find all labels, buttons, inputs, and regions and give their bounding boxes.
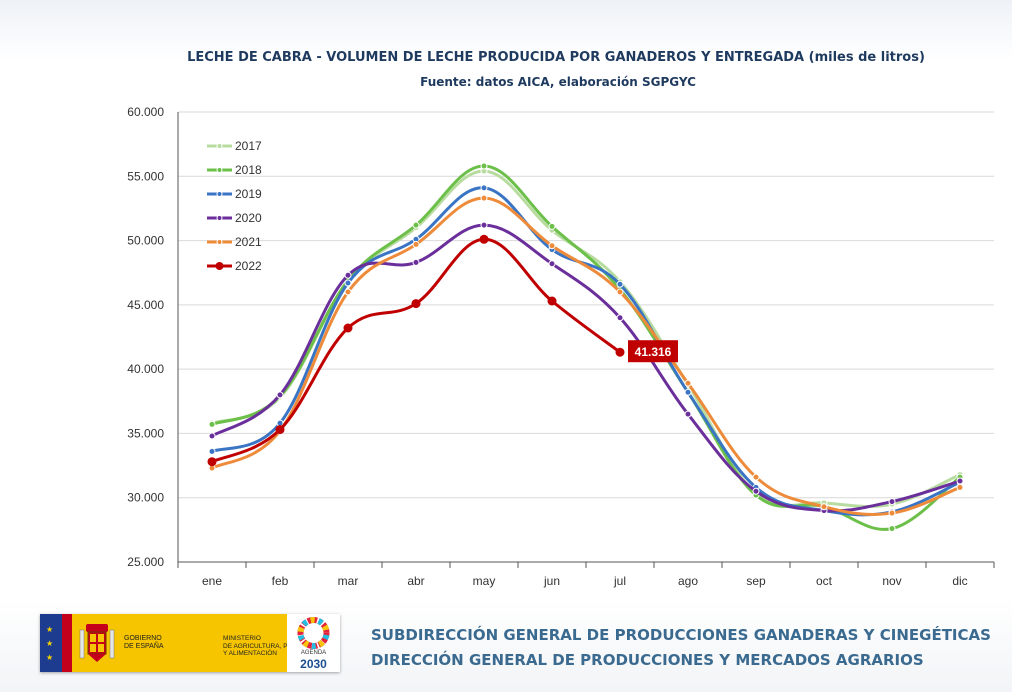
series-line-2022: [210, 237, 622, 464]
ministerio-logo: MINISTERIO DE AGRICULTURA, PESCA Y ALIME…: [217, 614, 305, 672]
data-point-2021: [684, 379, 692, 387]
data-point-2020: [548, 260, 556, 268]
series-line-2021: [210, 196, 962, 516]
y-tick-label: 35.000: [127, 426, 164, 440]
x-tick-label: ago: [678, 574, 698, 588]
data-point-2020: [344, 271, 352, 279]
data-point-2021: [480, 194, 488, 202]
ministerio-text: MINISTERIO DE AGRICULTURA, PESCA Y ALIME…: [223, 635, 306, 657]
footer-logo-block: ★ ★ ★ GOBIERNO DE ESPAÑA MINISTERIO DE A…: [40, 614, 340, 672]
x-tick-label: may: [473, 574, 496, 588]
annotation-box: [628, 340, 678, 363]
coat-of-arms-icon: [79, 624, 115, 662]
data-point-2019: [344, 279, 352, 287]
agency-line-1: SUBDIRECCIÓN GENERAL DE PRODUCCIONES GAN…: [371, 626, 991, 644]
data-point-2020: [276, 391, 284, 399]
x-tick-label: dic: [952, 574, 967, 588]
data-point-2020: [208, 432, 216, 440]
data-point-2022: [479, 234, 489, 244]
chart-subtitle: Fuente: datos AICA, elaboración SGPGYC: [420, 75, 696, 89]
data-point-2021: [888, 509, 896, 517]
data-point-2018: [412, 221, 420, 229]
annotation-label: 41.316: [635, 345, 672, 359]
agenda-year: 2030: [300, 657, 327, 671]
data-point-2018: [480, 162, 488, 170]
y-tick-label: 40.000: [127, 362, 164, 376]
data-point-2022: [207, 457, 217, 467]
data-point-2019: [480, 184, 488, 192]
data-point-2022: [547, 296, 557, 306]
x-tick-label: oct: [816, 574, 833, 588]
gobierno-text: GOBIERNO DE ESPAÑA: [124, 635, 164, 650]
x-tick-label: jun: [543, 574, 560, 588]
data-point-2019: [208, 447, 216, 455]
data-point-2021: [752, 473, 760, 481]
y-tick-label: 45.000: [127, 298, 164, 312]
eu-flag-icon: ★ ★ ★: [40, 614, 62, 672]
y-tick-label: 25.000: [127, 555, 164, 569]
legend-label-2019: 2019: [235, 187, 262, 201]
y-tick-label: 55.000: [127, 169, 164, 183]
x-tick-label: nov: [882, 574, 901, 588]
x-tick-label: ene: [202, 574, 222, 588]
y-tick-label: 30.000: [127, 491, 164, 505]
legend-marker-2019: [216, 191, 223, 197]
y-tick-label: 60.000: [127, 105, 164, 119]
legend-label-2021: 2021: [235, 235, 262, 249]
data-point-2021: [956, 483, 964, 491]
legend-label-2022: 2022: [235, 259, 262, 273]
data-point-2021: [616, 288, 624, 296]
data-point-2021: [820, 503, 828, 511]
x-tick-label: abr: [407, 574, 424, 588]
legend-marker-2017: [216, 143, 223, 149]
data-point-2020: [616, 314, 624, 322]
sdg-wheel-icon: [297, 617, 330, 649]
x-tick-label: mar: [338, 574, 359, 588]
data-point-2020: [956, 477, 964, 485]
x-tick-label: jul: [613, 574, 626, 588]
data-point-2019: [684, 388, 692, 396]
series-line-2018: [210, 164, 962, 531]
data-point-2020: [684, 410, 692, 418]
data-point-2022: [343, 323, 353, 333]
x-tick-label: sep: [746, 574, 766, 588]
series-line-2019: [210, 186, 962, 517]
data-point-2022: [615, 347, 625, 357]
legend-marker-2018: [216, 167, 223, 173]
data-point-2022: [275, 425, 285, 435]
data-point-2020: [412, 258, 420, 266]
agenda-label: AGENDA: [300, 650, 327, 656]
series-line-2020: [210, 223, 962, 513]
data-point-2021: [548, 242, 556, 250]
gobierno-logo: GOBIERNO DE ESPAÑA: [62, 614, 217, 672]
agency-line-2: DIRECCIÓN GENERAL DE PRODUCCIONES Y MERC…: [371, 651, 924, 669]
y-tick-label: 50.000: [127, 234, 164, 248]
legend-marker-2020: [216, 215, 223, 221]
data-point-2018: [888, 525, 896, 533]
data-point-2021: [412, 240, 420, 248]
legend-label-2018: 2018: [235, 163, 262, 177]
data-point-2020: [752, 487, 760, 495]
x-tick-label: feb: [272, 574, 289, 588]
data-point-2022: [411, 299, 421, 309]
data-point-2018: [208, 420, 216, 428]
data-point-2021: [344, 288, 352, 296]
agenda-2030-logo: AGENDA 2030: [287, 614, 340, 672]
chart-title: LECHE DE CABRA - VOLUMEN DE LECHE PRODUC…: [187, 50, 925, 65]
data-point-2020: [888, 498, 896, 506]
data-point-2019: [616, 280, 624, 288]
line-chart: 25.000 30.000 35.000 40.000 45.000 50.000 55.0…: [127, 105, 995, 588]
legend-marker-2022: [215, 262, 224, 270]
data-point-2020: [480, 221, 488, 229]
legend-label-2020: 2020: [235, 211, 262, 225]
legend-marker-2021: [216, 239, 223, 245]
data-point-2018: [548, 222, 556, 230]
legend-label-2017: 2017: [235, 139, 262, 153]
